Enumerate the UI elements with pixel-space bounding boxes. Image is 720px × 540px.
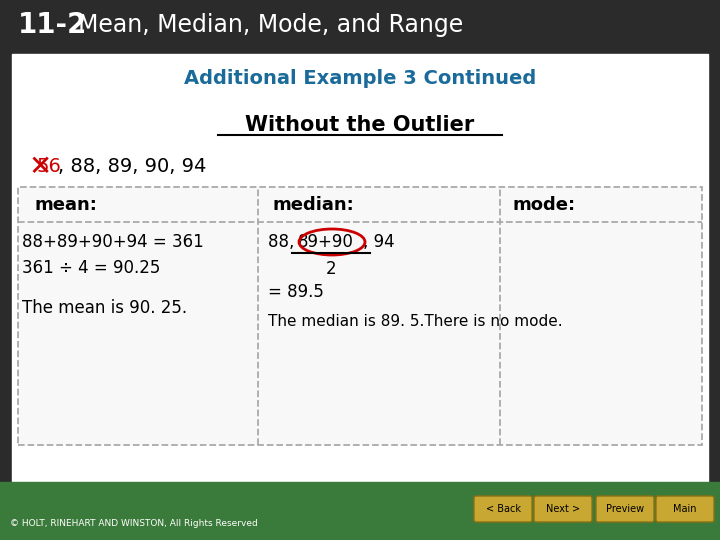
Bar xyxy=(18,187,702,445)
Text: © HOLT, RINEHART AND WINSTON, All Rights Reserved: © HOLT, RINEHART AND WINSTON, All Rights… xyxy=(10,519,258,528)
Text: The median is 89. 5.There is no mode.: The median is 89. 5.There is no mode. xyxy=(268,314,562,329)
Text: < Back: < Back xyxy=(485,504,521,514)
Text: , 88, 89, 90, 94: , 88, 89, 90, 94 xyxy=(58,158,207,177)
Text: Mean, Median, Mode, and Range: Mean, Median, Mode, and Range xyxy=(78,13,463,37)
Bar xyxy=(0,482,720,540)
Text: mean:: mean: xyxy=(35,196,98,214)
Text: 11-2: 11-2 xyxy=(18,11,87,39)
FancyBboxPatch shape xyxy=(534,496,592,522)
Text: 2: 2 xyxy=(325,260,336,278)
FancyBboxPatch shape xyxy=(474,496,532,522)
Bar xyxy=(0,0,720,50)
Text: Next >: Next > xyxy=(546,504,580,514)
Text: 89+90: 89+90 xyxy=(298,233,354,251)
Text: 88+89+90+94 = 361: 88+89+90+94 = 361 xyxy=(22,233,204,251)
FancyBboxPatch shape xyxy=(596,496,654,522)
Text: , 94: , 94 xyxy=(363,233,395,251)
Text: 361 ÷ 4 = 90.25: 361 ÷ 4 = 90.25 xyxy=(22,259,161,277)
Text: Preview: Preview xyxy=(606,504,644,514)
FancyBboxPatch shape xyxy=(656,496,714,522)
Text: 56: 56 xyxy=(37,158,62,177)
Bar xyxy=(12,54,708,482)
Text: Without the Outlier: Without the Outlier xyxy=(246,115,474,135)
Text: Main: Main xyxy=(673,504,697,514)
Text: mode:: mode: xyxy=(512,196,575,214)
Text: median:: median: xyxy=(272,196,354,214)
Text: The mean is 90. 25.: The mean is 90. 25. xyxy=(22,299,187,317)
Text: ✕: ✕ xyxy=(28,153,51,181)
Text: 88,: 88, xyxy=(268,233,300,251)
Text: Additional Example 3 Continued: Additional Example 3 Continued xyxy=(184,69,536,87)
Text: = 89.5: = 89.5 xyxy=(268,283,324,301)
